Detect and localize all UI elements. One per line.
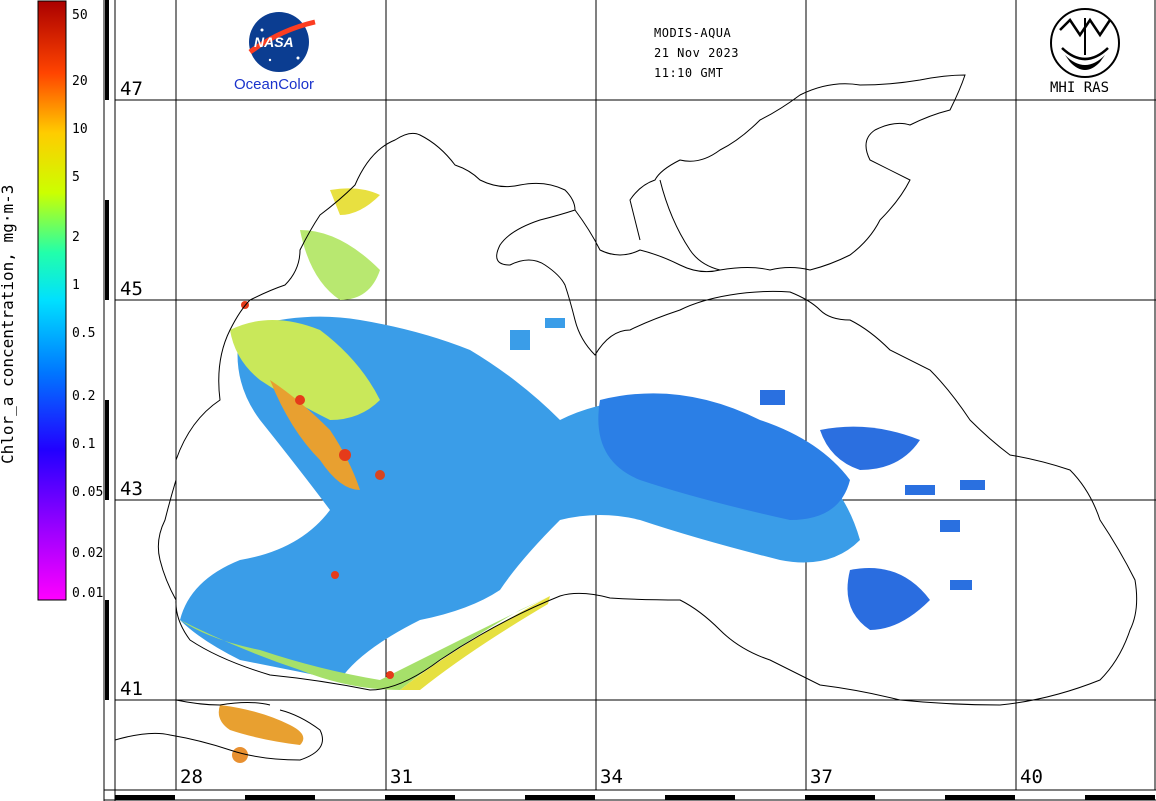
cb-tick: 1: [72, 278, 80, 293]
cb-tick: 0.5: [72, 326, 96, 341]
cb-tick: 0.02: [72, 546, 104, 561]
colorbar: [37, 0, 67, 601]
lat-label: 45: [120, 278, 143, 300]
oceancolor-text: OceanColor: [234, 76, 315, 93]
cb-tick: 50: [72, 8, 88, 23]
lon-label: 28: [180, 766, 203, 788]
acquisition-time: 11:10 GMT: [654, 66, 724, 80]
cb-tick: 0.1: [72, 437, 96, 452]
nasa-logo-text: NASA: [254, 34, 294, 50]
axis-left-ruler: [103, 0, 116, 801]
cb-tick: 0.01: [72, 586, 104, 601]
cb-tick: 0.05: [72, 485, 104, 500]
lon-label: 34: [600, 766, 623, 788]
sensor-name: MODIS-AQUA: [654, 26, 732, 40]
mhi-ras-logo: [1050, 8, 1120, 78]
lat-label: 47: [120, 78, 143, 100]
lon-label: 31: [390, 766, 413, 788]
lat-label: 43: [120, 478, 143, 500]
lat-label: 41: [120, 678, 143, 700]
cb-tick: 10: [72, 122, 88, 137]
lon-label: 40: [1020, 766, 1043, 788]
lon-label: 37: [810, 766, 833, 788]
cb-tick: 20: [72, 74, 88, 89]
cb-tick: 0.2: [72, 389, 96, 404]
coastline: [114, 74, 1138, 761]
colorbar-title: Chlor_a concentration, mg·m-3: [0, 184, 17, 464]
cb-tick: 2: [72, 230, 80, 245]
cb-tick: 5: [72, 170, 80, 185]
mhi-ras-text: MHI RAS: [1050, 80, 1110, 96]
acquisition-date: 21 Nov 2023: [654, 46, 739, 60]
graticule: [115, 0, 1156, 790]
chlorophyll-data: [180, 188, 985, 763]
axis-bottom-ruler: [104, 789, 1156, 801]
nasa-logo: [248, 12, 316, 72]
